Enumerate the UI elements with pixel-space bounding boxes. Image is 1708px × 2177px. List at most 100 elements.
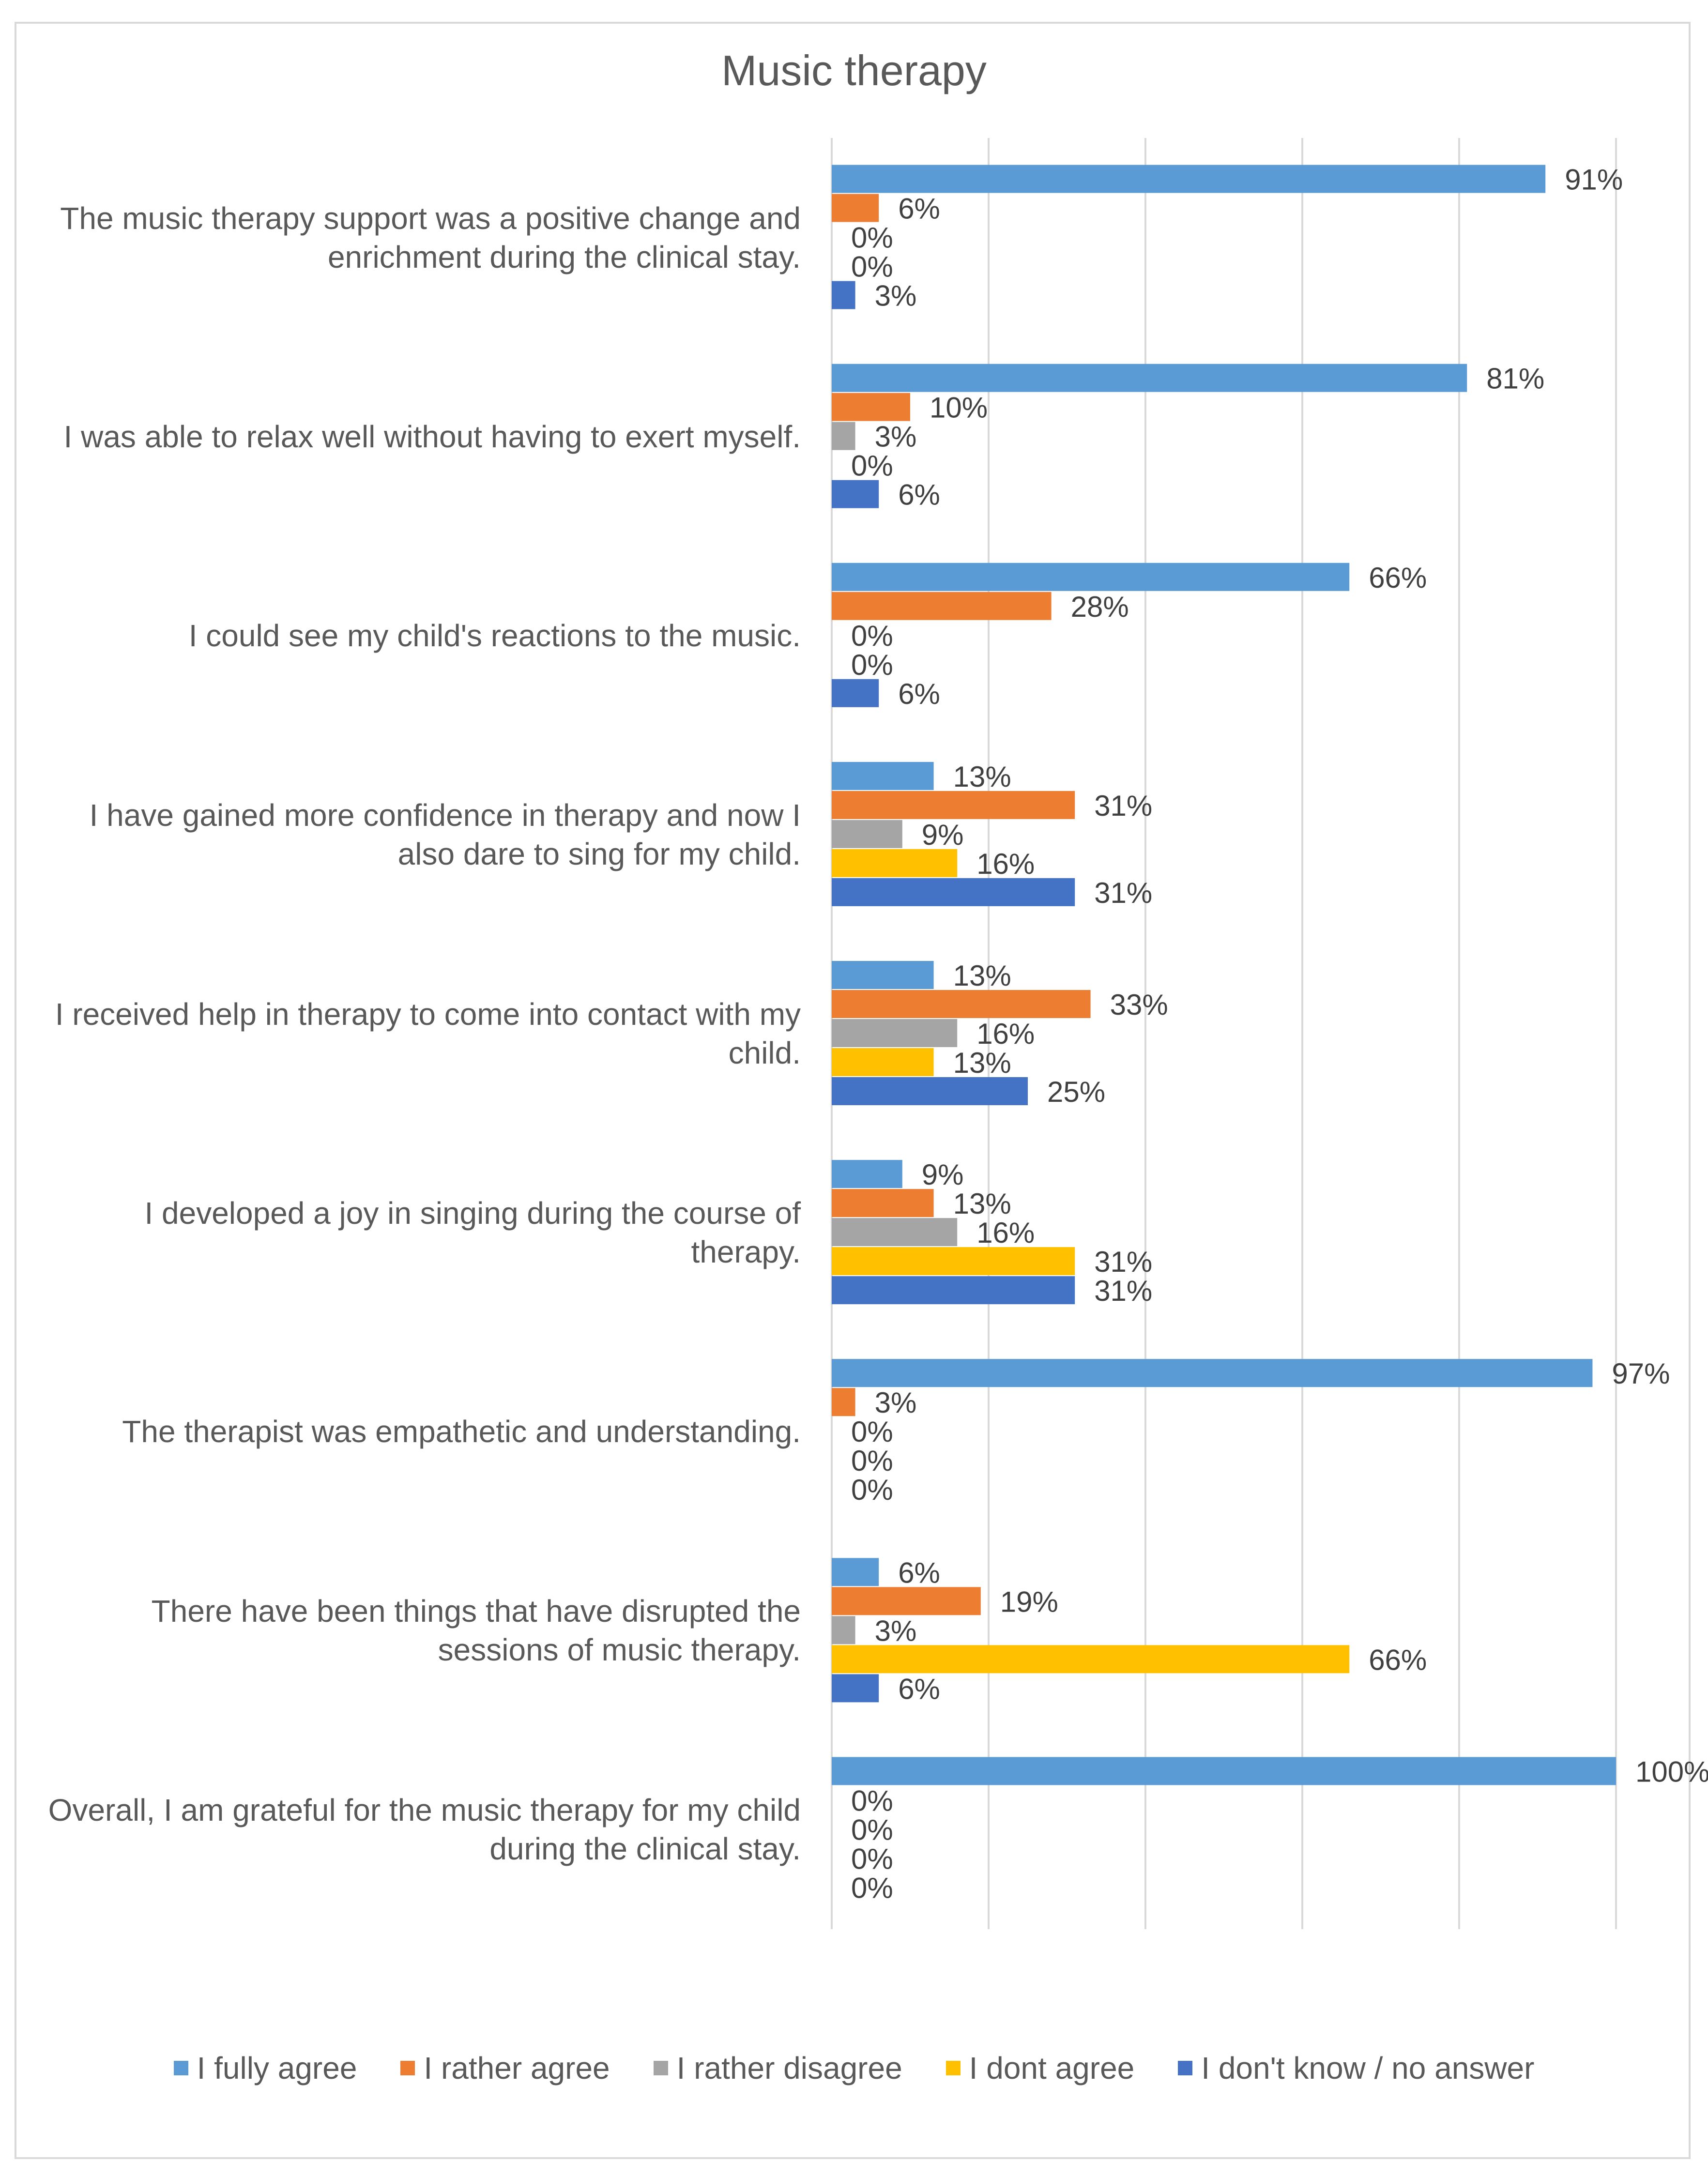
data-label: 6% (898, 193, 940, 225)
data-label: 0% (851, 450, 893, 482)
data-label: 0% (851, 1872, 893, 1904)
bar (832, 1674, 879, 1703)
bar (832, 990, 1091, 1018)
legend-swatch (946, 2061, 961, 2075)
category-label: Overall, I am grateful for the music the… (48, 1793, 801, 1867)
data-label: 16% (976, 848, 1035, 880)
bar (832, 393, 910, 421)
legend-item: I dont agree (946, 2050, 1135, 2086)
legend-swatch (400, 2061, 415, 2075)
bar (832, 1160, 902, 1188)
data-label: 31% (1094, 1246, 1152, 1278)
bar (832, 761, 934, 790)
category-label: The therapist was empathetic and underst… (122, 1414, 801, 1449)
bar (832, 1019, 958, 1047)
data-label: 0% (851, 1813, 893, 1846)
bar (832, 281, 855, 309)
data-label: 6% (898, 479, 940, 511)
bar (832, 480, 879, 508)
legend-label: I dont agree (969, 2051, 1135, 2086)
data-label: 3% (875, 280, 917, 312)
bar (832, 1189, 934, 1218)
legend-label: I don't know / no answer (1201, 2051, 1535, 2086)
legend-item: I don't know / no answer (1178, 2050, 1534, 2086)
category-label: I have gained more confidence in therapy… (89, 797, 801, 871)
legend-swatch (173, 2061, 188, 2075)
bar (832, 1388, 855, 1416)
data-label: 81% (1486, 363, 1544, 395)
data-label: 0% (851, 251, 893, 283)
bar (832, 563, 1350, 591)
legend: I fully agree I rather agree I rather disa… (0, 2050, 1708, 2086)
bar (832, 1616, 855, 1644)
data-label: 0% (851, 620, 893, 652)
data-label: 33% (1110, 989, 1168, 1021)
bar (832, 849, 958, 877)
data-label: 3% (875, 1614, 917, 1647)
legend-label: I rather agree (424, 2051, 610, 2086)
data-label: 13% (953, 1187, 1011, 1220)
bar (832, 1048, 934, 1076)
data-label: 0% (851, 1784, 893, 1817)
bar (832, 878, 1075, 906)
bar (832, 194, 879, 222)
data-label: 6% (898, 1673, 940, 1705)
data-label: 16% (976, 1018, 1035, 1050)
data-label: 13% (953, 1047, 1011, 1079)
category-label: I was able to relax well without having … (63, 419, 801, 454)
bar (832, 592, 1052, 620)
bar (832, 1218, 958, 1247)
bar (832, 820, 902, 848)
bar (832, 1757, 1616, 1785)
bar (832, 679, 879, 707)
legend-swatch (1178, 2061, 1193, 2075)
data-label: 13% (953, 959, 1011, 992)
chart-title: Music therapy (721, 46, 987, 94)
data-label: 3% (875, 421, 917, 453)
legend-label: I rather disagree (676, 2051, 902, 2086)
data-label: 6% (898, 678, 940, 710)
bar (832, 165, 1546, 193)
data-label: 66% (1369, 562, 1427, 594)
legend-item: I rather disagree (653, 2050, 902, 2086)
bar (832, 1645, 1350, 1674)
category-label: I could see my child's reactions to the … (188, 618, 801, 653)
data-label: 6% (898, 1556, 940, 1589)
legend-item: I rather agree (400, 2050, 610, 2086)
bar (832, 1587, 981, 1615)
data-label: 0% (851, 1416, 893, 1448)
bar (832, 961, 934, 989)
bar (832, 1558, 879, 1586)
data-label: 0% (851, 1474, 893, 1506)
bar (832, 364, 1467, 392)
bar (832, 1359, 1593, 1387)
category-label: There have been things that have disrupt… (151, 1594, 801, 1668)
category-label: The music therapy support was a positive… (60, 200, 801, 274)
data-label: 0% (851, 1842, 893, 1875)
data-label: 31% (1094, 790, 1152, 822)
data-label: 19% (1000, 1585, 1058, 1618)
data-label: 10% (930, 392, 988, 424)
bar (832, 791, 1075, 819)
data-label: 97% (1612, 1357, 1670, 1390)
category-label: I received help in therapy to come into … (55, 997, 801, 1070)
legend-label: I fully agree (197, 2051, 357, 2086)
legend-swatch (653, 2061, 668, 2075)
data-label: 0% (851, 222, 893, 254)
bar (832, 422, 855, 450)
bar (832, 1276, 1075, 1305)
data-label: 31% (1094, 1275, 1152, 1307)
data-label: 91% (1565, 164, 1623, 196)
data-label: 100% (1635, 1755, 1708, 1788)
category-label: I developed a joy in singing during the … (144, 1196, 801, 1270)
data-label: 16% (976, 1217, 1035, 1249)
data-label: 25% (1047, 1076, 1105, 1108)
data-label: 9% (922, 1158, 964, 1191)
data-label: 9% (922, 819, 964, 851)
data-label: 31% (1094, 877, 1152, 909)
data-label: 13% (953, 761, 1011, 793)
data-label: 66% (1369, 1644, 1427, 1676)
legend-item: I fully agree (173, 2050, 357, 2086)
data-label: 28% (1071, 591, 1129, 623)
